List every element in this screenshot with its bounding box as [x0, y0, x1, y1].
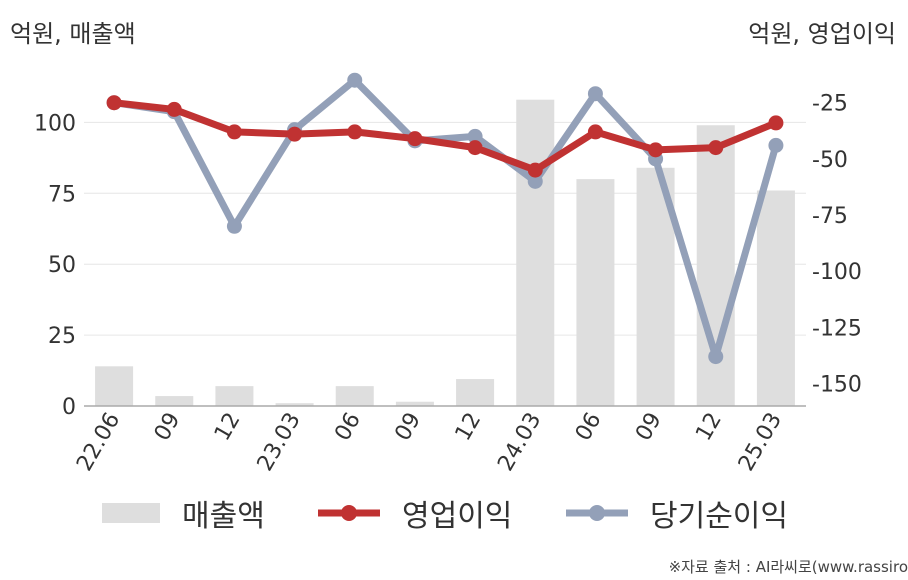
legend-swatch-net	[566, 505, 628, 521]
legend-item-net: 당기순이익	[566, 488, 788, 538]
x-tick-label: 25.03	[734, 409, 787, 476]
sales-bar	[275, 403, 314, 406]
legend-label-net: 당기순이익	[650, 499, 788, 534]
sales-bar	[155, 396, 194, 406]
net-income-point	[527, 173, 543, 189]
sales-bar	[516, 99, 555, 406]
legend-item-op: 영업이익	[318, 488, 512, 538]
sales-bar	[576, 179, 615, 406]
net-income-point	[768, 137, 784, 153]
sales-bar	[95, 366, 134, 406]
left-tick-label: 50	[48, 253, 76, 278]
x-tick-label: 12	[691, 409, 727, 446]
operating-profit-point	[467, 140, 483, 156]
legend-item-sales: 매출액	[102, 488, 265, 538]
x-tick-label: 06	[330, 409, 366, 446]
operating-profit-point	[587, 124, 603, 140]
net-income-point	[708, 349, 724, 365]
x-tick-label: 09	[390, 409, 426, 446]
net-income-point	[347, 72, 363, 88]
x-tick-label: 23.03	[253, 409, 306, 476]
operating-profit-point	[768, 115, 784, 131]
operating-profit-point	[407, 131, 423, 147]
operating-profit-point	[106, 95, 122, 111]
x-tick-label: 06	[571, 409, 607, 446]
x-tick-label: 22.06	[72, 409, 125, 476]
operating-profit-line	[110, 99, 780, 174]
net-income-line	[110, 76, 780, 361]
sales-bar	[456, 379, 495, 406]
net-income-point	[467, 128, 483, 144]
left-tick-label: 25	[48, 324, 76, 349]
right-axis-unit: 억원, 영업이익	[748, 20, 896, 48]
operating-profit-point	[166, 101, 182, 117]
legend-label-sales: 매출액	[182, 499, 265, 534]
net-income-point	[226, 218, 242, 234]
left-tick-label: 0	[62, 395, 76, 420]
sales-bar	[756, 190, 795, 406]
operating-profit-point	[708, 140, 724, 156]
sales-bar	[215, 386, 254, 406]
legend-swatch-op	[318, 505, 380, 521]
legend-label-op: 영업이익	[402, 499, 513, 534]
x-tick-label: 24.03	[493, 409, 546, 476]
combo-chart: 0 25 50 75 100 -25 -50 -75 -100 -125 -150 22.06 09 12…	[34, 72, 862, 476]
operating-profit-point	[226, 124, 242, 140]
operating-profit-point	[287, 126, 303, 142]
right-tick-label: -100	[812, 260, 862, 285]
sales-bar	[335, 386, 374, 406]
x-tick-label: 09	[150, 409, 186, 446]
x-tick-label: 12	[451, 409, 487, 446]
right-tick-label: -150	[812, 373, 862, 398]
operating-profit-point	[347, 124, 363, 140]
right-tick-label: -75	[812, 204, 848, 229]
right-tick-label: -50	[812, 148, 848, 173]
source-note: ※자료 출처 : AI라씨로(www.rassiro	[668, 558, 908, 576]
operating-profit-point	[527, 162, 543, 178]
x-tick-label: 12	[210, 409, 246, 446]
left-axis-unit: 억원, 매출액	[10, 20, 136, 48]
legend: 매출액 영업이익 당기순이익	[0, 488, 908, 538]
sales-bar	[395, 401, 434, 406]
right-tick-label: -125	[812, 316, 862, 341]
legend-swatch-sales	[102, 503, 160, 523]
right-tick-label: -25	[812, 92, 848, 117]
net-income-point	[587, 86, 603, 102]
left-tick-label: 100	[34, 111, 76, 136]
left-tick-label: 75	[48, 182, 76, 207]
operating-profit-point	[648, 142, 664, 158]
x-tick-label: 09	[631, 409, 667, 446]
